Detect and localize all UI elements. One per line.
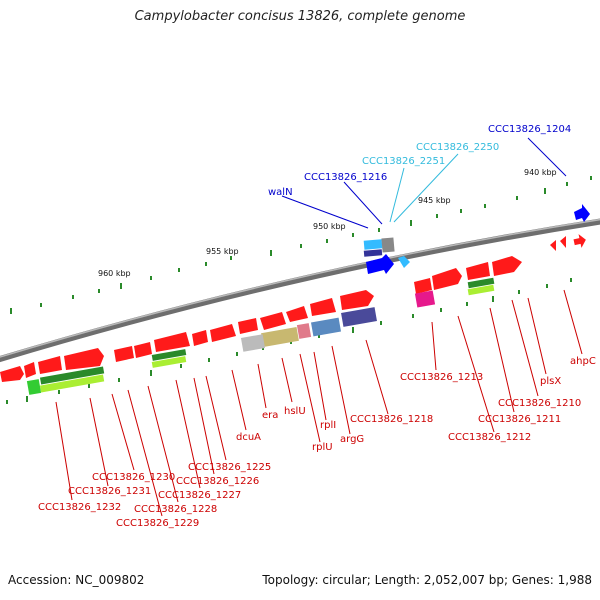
gene-1216-dark bbox=[363, 249, 383, 257]
label-2250: CCC13826_2250 bbox=[416, 142, 499, 153]
label-walN: walN bbox=[268, 187, 293, 198]
label-1230: CCC13826_1230 bbox=[92, 472, 175, 483]
block-lime-1230 bbox=[39, 374, 105, 393]
label-era: era bbox=[262, 410, 278, 421]
gene-hslU-fwd bbox=[260, 312, 286, 330]
annotation-blocks bbox=[26, 277, 495, 395]
gene-walN bbox=[363, 239, 383, 250]
block-navy bbox=[341, 307, 377, 327]
gene-plsX bbox=[560, 236, 566, 248]
gene-1212 bbox=[466, 262, 490, 280]
outer-tick-ring bbox=[10, 176, 592, 314]
label-1227: CCC13826_1227 bbox=[158, 490, 241, 501]
leader-walN bbox=[281, 195, 369, 229]
scale-tick-950: 950 kbp bbox=[313, 222, 346, 231]
gene-argG-fwd bbox=[310, 298, 336, 316]
gene-1213-fwd bbox=[432, 268, 462, 290]
gene-1225-fwd bbox=[192, 330, 208, 346]
leader-1216 bbox=[343, 181, 383, 225]
label-1218: CCC13826_1218 bbox=[350, 414, 433, 425]
accession-text: Accession: NC_009802 bbox=[8, 573, 145, 587]
gene-1211 bbox=[492, 256, 522, 276]
gene-rplI-fwd bbox=[286, 306, 308, 322]
block-green-1211 bbox=[467, 277, 495, 289]
gene-1213b bbox=[414, 278, 432, 294]
label-1216: CCC13826_1216 bbox=[304, 172, 387, 183]
label-1228: CCC13826_1228 bbox=[134, 504, 217, 515]
scale-tick-945: 945 kbp bbox=[418, 196, 451, 205]
gene-2251 bbox=[366, 254, 394, 274]
gene-1229-fwd bbox=[64, 348, 104, 370]
gene-2250 bbox=[398, 256, 410, 268]
label-1229: CCC13826_1229 bbox=[116, 518, 199, 529]
scale-tick-940: 940 kbp bbox=[524, 168, 557, 177]
block-green-1226 bbox=[151, 349, 187, 361]
label-1231: CCC13826_1231 bbox=[68, 486, 151, 497]
gene-1210 bbox=[550, 240, 556, 251]
label-1211: CCC13826_1211 bbox=[478, 414, 561, 425]
map-title: Campylobacter concisus 13826, complete g… bbox=[134, 9, 466, 24]
gene-ahpC bbox=[573, 234, 586, 248]
block-lime-1226 bbox=[151, 356, 187, 368]
gene-1232-fwd bbox=[0, 366, 24, 382]
label-ahpC: ahpC bbox=[570, 356, 596, 367]
block-steel bbox=[310, 317, 342, 337]
gene-1227-fwd bbox=[134, 342, 152, 358]
block-bright-green bbox=[26, 379, 42, 395]
top-leader-lines bbox=[281, 137, 567, 229]
label-dcuA: dcuA bbox=[236, 432, 261, 443]
label-argG: argG bbox=[340, 434, 364, 445]
leader-2250 bbox=[393, 153, 459, 223]
block-green-1230 bbox=[39, 366, 105, 385]
label-rplI: rplI bbox=[320, 420, 336, 431]
label-1226: CCC13826_1226 bbox=[176, 476, 259, 487]
gene-era-fwd bbox=[238, 318, 258, 334]
label-1232: CCC13826_1232 bbox=[38, 502, 121, 513]
gene-dcuA-fwd bbox=[210, 324, 236, 342]
genome-stats-text: Topology: circular; Length: 2,052,007 bp… bbox=[262, 573, 592, 587]
scale-tick-960: 960 kbp bbox=[98, 269, 131, 278]
label-1212: CCC13826_1212 bbox=[448, 432, 531, 443]
gene-grey-block bbox=[381, 237, 395, 253]
gene-1204 bbox=[574, 204, 590, 222]
label-1213: CCC13826_1213 bbox=[400, 372, 483, 383]
leader-1204 bbox=[527, 137, 567, 177]
bottom-leader-lines bbox=[55, 289, 583, 517]
label-1210: CCC13826_1210 bbox=[498, 398, 581, 409]
label-plsX: plsX bbox=[540, 376, 561, 387]
block-magenta bbox=[414, 290, 436, 308]
label-2251: CCC13826_2251 bbox=[362, 156, 445, 167]
genome-backbone bbox=[0, 218, 600, 363]
gene-1226-fwd bbox=[154, 332, 190, 352]
leader-2251 bbox=[389, 167, 405, 223]
block-pink bbox=[296, 323, 312, 339]
block-lime-1211 bbox=[467, 284, 495, 296]
gene-1231-fwd bbox=[24, 362, 36, 378]
scale-tick-955: 955 kbp bbox=[206, 247, 239, 256]
gene-1218-fwd bbox=[340, 290, 374, 310]
genome-backbone-highlight bbox=[0, 218, 600, 358]
label-rplU: rplU bbox=[312, 442, 333, 453]
label-hslU: hslU bbox=[284, 406, 306, 417]
label-1225: CCC13826_1225 bbox=[188, 462, 271, 473]
gene-1230-fwd bbox=[38, 356, 62, 374]
label-1204: CCC13826_1204 bbox=[488, 124, 571, 135]
block-olive bbox=[261, 326, 299, 348]
gene-1228-fwd bbox=[114, 346, 134, 362]
forward-genes bbox=[0, 204, 590, 382]
block-silver bbox=[240, 334, 266, 352]
